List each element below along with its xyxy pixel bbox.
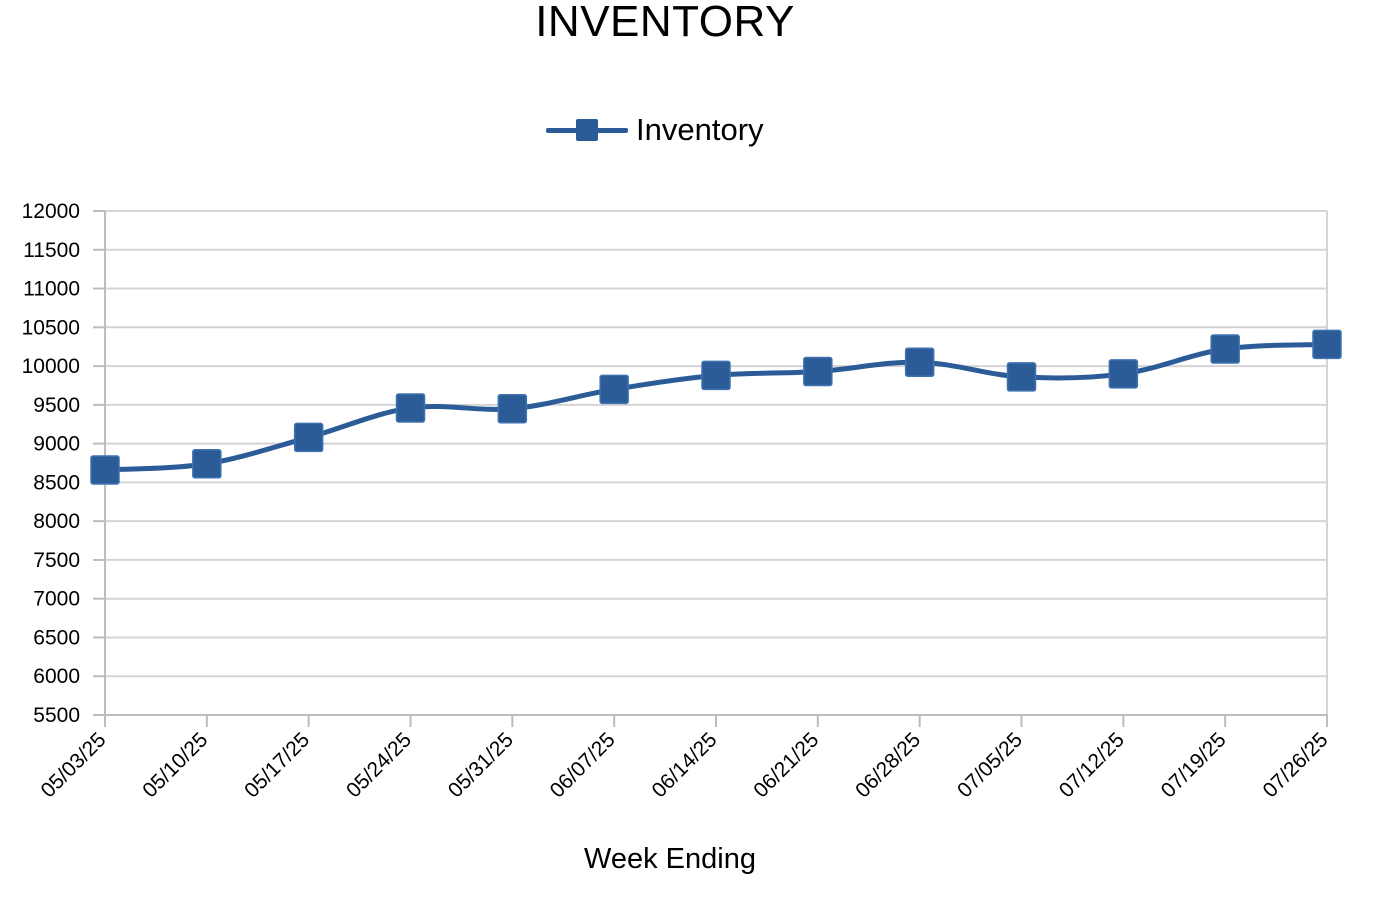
x-axis-title: Week Ending xyxy=(584,843,756,875)
data-point-marker xyxy=(599,374,629,405)
x-tick-label: 06/07/25 xyxy=(546,728,620,802)
data-point-marker xyxy=(1006,362,1037,392)
y-tick-label: 10500 xyxy=(22,316,80,339)
gridlines xyxy=(105,210,1327,716)
x-tick-label: 05/03/25 xyxy=(36,728,110,802)
x-axis-tick-labels: 05/03/25 05/10/25 05/17/25 05/24/25 05/31/25… xyxy=(36,728,1332,802)
legend-label: Inventory xyxy=(636,112,764,147)
data-point-marker xyxy=(293,422,324,453)
data-point-marker xyxy=(701,360,731,391)
x-tick-label: 05/17/25 xyxy=(240,728,314,802)
x-tick-label: 05/31/25 xyxy=(444,728,518,802)
data-point-marker xyxy=(192,449,222,479)
legend: Inventory xyxy=(546,110,764,150)
data-point-marker xyxy=(904,347,935,377)
y-tick-label: 9000 xyxy=(33,433,80,456)
data-point-marker xyxy=(1312,329,1342,360)
x-tick-label: 05/24/25 xyxy=(342,728,416,802)
data-point-marker xyxy=(395,393,426,423)
y-tick-label: 8000 xyxy=(33,510,80,533)
x-tick-label: 06/21/25 xyxy=(749,728,823,802)
data-point-marker xyxy=(90,455,120,485)
x-tick-label: 05/10/25 xyxy=(138,728,212,802)
y-tick-label: 6500 xyxy=(33,626,80,649)
y-tick-label: 8500 xyxy=(33,471,80,494)
data-point-marker xyxy=(1210,334,1240,364)
x-tick-label: 06/14/25 xyxy=(647,728,721,802)
data-point-marker xyxy=(803,356,833,387)
y-tick-label: 7500 xyxy=(33,549,80,572)
x-tick-label: 07/19/25 xyxy=(1157,728,1231,802)
y-tick-label: 7000 xyxy=(33,588,80,611)
y-tick-label: 5500 xyxy=(33,704,80,727)
y-tick-label: 11000 xyxy=(23,278,80,301)
x-tick-label: 07/12/25 xyxy=(1055,728,1129,802)
legend-line-marker-icon xyxy=(546,118,628,142)
x-tick-label: 06/28/25 xyxy=(851,728,925,802)
y-tick-label: 12000 xyxy=(22,200,80,223)
y-tick-label: 11500 xyxy=(23,239,80,262)
y-tick-label: 6000 xyxy=(33,665,80,688)
y-axis-tick-labels: 5500 6000 6500 7000 7500 8000 8500 9000 9500 1000… xyxy=(22,200,80,727)
chart-title: INVENTORY xyxy=(535,0,795,46)
x-tick-label: 07/26/25 xyxy=(1258,728,1332,802)
y-tick-label: 10000 xyxy=(22,355,80,378)
series-inventory xyxy=(90,329,1342,485)
x-tick-label: 07/05/25 xyxy=(953,728,1027,802)
data-point-marker xyxy=(497,393,528,424)
y-tick-label: 9500 xyxy=(33,394,80,417)
data-point-marker xyxy=(1108,359,1139,389)
